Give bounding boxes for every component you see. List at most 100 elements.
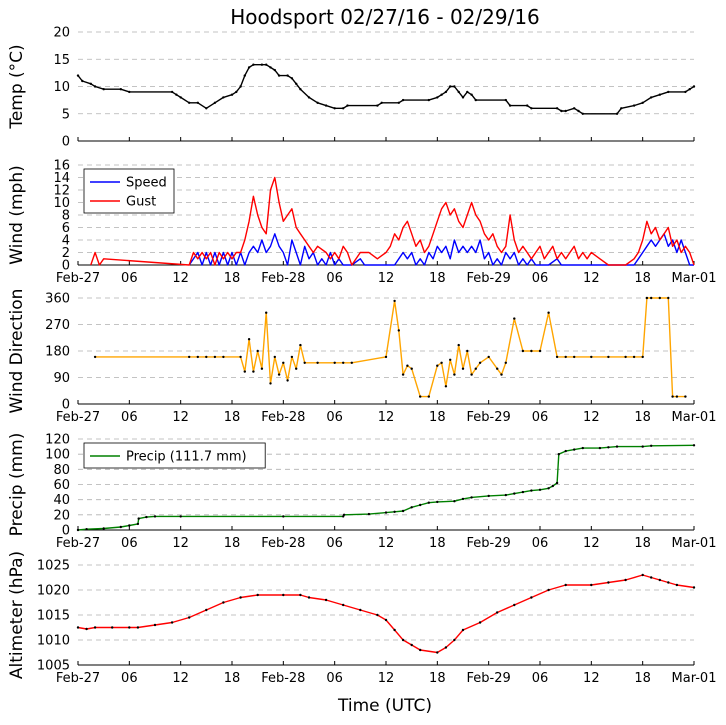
legend-box bbox=[83, 168, 175, 214]
data-point bbox=[76, 74, 80, 77]
data-point bbox=[513, 317, 516, 320]
data-point bbox=[243, 370, 246, 373]
data-point bbox=[453, 85, 456, 88]
data-point bbox=[513, 603, 516, 607]
x-tick-label: Feb-27 bbox=[56, 410, 100, 425]
data-point bbox=[406, 364, 409, 367]
data-point bbox=[401, 373, 405, 376]
y-axis-label: Altimeter (hPa) bbox=[7, 551, 27, 679]
y-tick-label: 100 bbox=[45, 448, 70, 463]
data-point bbox=[453, 373, 456, 376]
y-tick-label: 20 bbox=[53, 26, 70, 41]
data-point bbox=[269, 66, 272, 69]
data-point bbox=[478, 621, 482, 624]
data-point bbox=[76, 626, 80, 629]
y-tick-label: 0 bbox=[62, 259, 70, 274]
data-point bbox=[282, 361, 285, 364]
data-point bbox=[598, 446, 602, 450]
data-point bbox=[410, 506, 413, 509]
data-point bbox=[688, 88, 691, 91]
data-point bbox=[590, 355, 593, 359]
data-point bbox=[453, 638, 456, 642]
data-point bbox=[530, 596, 533, 599]
data-point bbox=[93, 626, 97, 629]
x-tick-label: Feb-28 bbox=[261, 536, 305, 551]
y-tick-label: 40 bbox=[53, 493, 70, 508]
data-point bbox=[496, 611, 499, 614]
data-point bbox=[277, 373, 281, 376]
data-point bbox=[205, 608, 208, 612]
y-tick-label: 0 bbox=[62, 135, 70, 150]
data-point bbox=[333, 107, 336, 110]
x-tick-label: 12 bbox=[172, 671, 189, 686]
data-point bbox=[632, 104, 636, 107]
y-tick-label: 5 bbox=[62, 107, 70, 122]
data-point bbox=[213, 355, 217, 359]
data-point bbox=[359, 608, 362, 612]
data-point bbox=[470, 496, 473, 499]
x-tick-label: Feb-28 bbox=[261, 271, 305, 286]
legend-label: Gust bbox=[126, 195, 156, 210]
data-point bbox=[474, 367, 477, 370]
series-line-temp bbox=[77, 64, 695, 115]
data-point bbox=[145, 515, 148, 519]
data-point bbox=[521, 490, 525, 494]
x-tick-label: 18 bbox=[224, 271, 241, 286]
data-point bbox=[222, 96, 225, 99]
data-point bbox=[179, 96, 182, 99]
data-point bbox=[504, 361, 507, 364]
data-point bbox=[397, 101, 400, 105]
x-tick-label: 18 bbox=[634, 410, 651, 425]
data-point bbox=[427, 501, 430, 504]
data-point bbox=[260, 63, 264, 66]
data-point bbox=[650, 576, 653, 579]
series-line-altimeter bbox=[77, 574, 695, 654]
data-point bbox=[461, 96, 465, 99]
data-point bbox=[641, 101, 644, 105]
y-tick-label: 0 bbox=[62, 524, 70, 539]
data-point bbox=[470, 93, 473, 96]
data-point bbox=[440, 361, 443, 364]
data-point bbox=[290, 77, 294, 80]
data-point bbox=[436, 651, 439, 654]
data-point bbox=[530, 349, 533, 353]
data-point bbox=[179, 515, 182, 518]
data-point bbox=[573, 107, 576, 110]
data-point bbox=[419, 395, 422, 398]
data-point bbox=[496, 367, 499, 370]
data-point bbox=[671, 395, 674, 398]
data-point bbox=[500, 373, 503, 376]
data-point bbox=[136, 522, 140, 526]
data-point bbox=[466, 90, 469, 94]
data-point bbox=[632, 355, 636, 359]
data-point bbox=[324, 104, 328, 107]
y-tick-label: 10 bbox=[53, 196, 70, 211]
y-axis-label: Temp (°C) bbox=[7, 44, 27, 129]
data-point bbox=[410, 367, 413, 370]
data-point bbox=[427, 98, 430, 102]
data-point bbox=[538, 488, 542, 491]
data-point bbox=[205, 107, 208, 110]
data-point bbox=[692, 444, 696, 447]
data-point bbox=[342, 107, 345, 110]
data-point bbox=[658, 296, 661, 300]
data-point bbox=[85, 627, 88, 631]
data-point bbox=[282, 593, 285, 597]
y-tick-label: 6 bbox=[62, 221, 70, 236]
y-tick-label: 0 bbox=[62, 398, 70, 413]
y-tick-label: 1025 bbox=[37, 559, 70, 574]
x-tick-label: 12 bbox=[378, 271, 395, 286]
data-point bbox=[645, 296, 649, 300]
data-point bbox=[376, 104, 379, 107]
data-point bbox=[470, 373, 473, 376]
data-point bbox=[410, 643, 413, 647]
data-point bbox=[247, 338, 251, 341]
x-tick-label: Feb-27 bbox=[56, 271, 100, 286]
data-point bbox=[564, 109, 567, 113]
data-point bbox=[393, 299, 396, 303]
data-point bbox=[564, 449, 567, 453]
data-point bbox=[449, 85, 452, 88]
data-point bbox=[286, 74, 289, 77]
data-point bbox=[153, 515, 157, 518]
